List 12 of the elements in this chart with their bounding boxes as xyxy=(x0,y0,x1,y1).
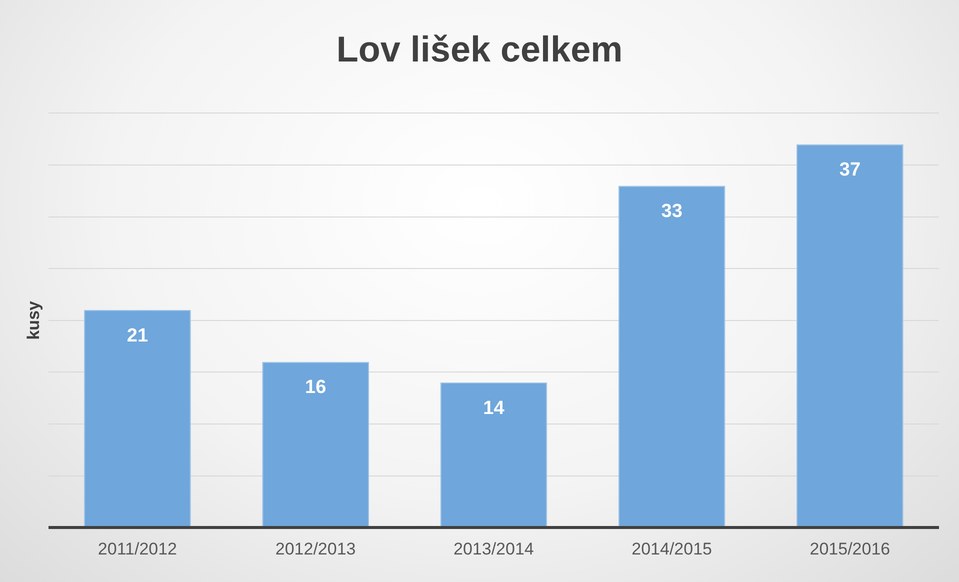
y-axis-title: kusy xyxy=(24,300,43,340)
x-tick-label: 2011/2012 xyxy=(98,539,178,558)
x-tick-label: 2015/2016 xyxy=(810,539,890,558)
data-label: 33 xyxy=(661,200,682,222)
chart-title: Lov lišek celkem xyxy=(336,28,623,70)
x-tick-label: 2014/2015 xyxy=(632,539,712,558)
data-label: 37 xyxy=(839,160,861,181)
data-label: 21 xyxy=(126,325,148,346)
data-label: 14 xyxy=(483,398,505,419)
data-label: 16 xyxy=(305,377,326,398)
x-tick-label: 2012/2013 xyxy=(275,539,356,558)
x-tick-label: 2013/2014 xyxy=(454,539,534,558)
